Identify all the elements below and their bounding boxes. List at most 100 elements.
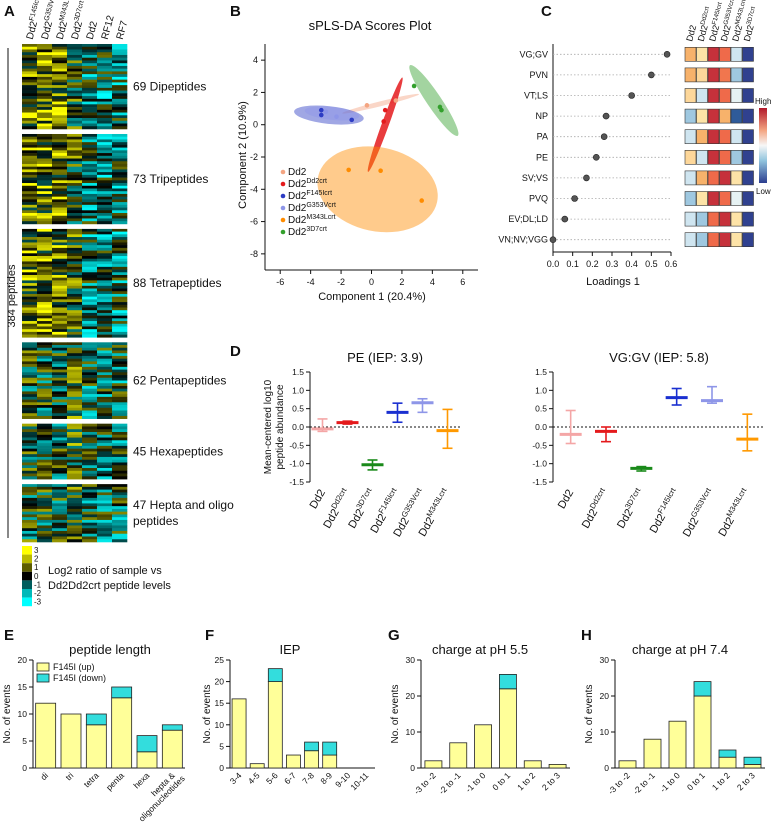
heatmap-cell [112,115,128,119]
heatmap-cell [67,210,83,214]
heatmap-cell [67,310,83,314]
heatmap-cell [97,207,113,211]
heatmap-cell [112,163,128,167]
heatmap-cell [82,350,98,354]
heatmap-cell [22,177,38,181]
heatmap-cell [22,46,38,50]
heatmap-cell [67,228,83,232]
heatmap-cell [37,231,53,235]
heatmap-cell [97,180,113,184]
heat-cell [742,150,754,165]
heatmap-cell [37,456,53,461]
heatmap-cell [22,133,38,138]
heatmap-cell [67,380,83,384]
heatmap-cell [67,191,83,195]
heatmap-cell [82,218,98,222]
heatmap-cell [52,451,68,455]
heatmap-cell [97,266,113,270]
heatmap-cell [22,372,38,376]
heatmap-cell [82,96,98,100]
heatmap-cell [82,388,98,392]
heatmap-cell [67,204,83,208]
heatmap-cell [82,242,98,246]
heatmap-cell [22,237,38,241]
heatmap-cell [82,528,98,532]
heatmap-cell [82,139,98,143]
heatmap-cell [52,454,68,458]
heatmap-cell [67,183,83,187]
heatmap-cell [82,470,98,474]
heatmap-cell [97,470,113,474]
heatmap-cell [112,304,128,308]
heatmap-cell [22,183,38,187]
heatmap-cell [97,413,113,417]
heatmap-cell [82,180,98,184]
heatmap-cell [52,364,68,368]
heatmap-cell [112,440,128,444]
heatmap-cell [52,153,68,157]
y-tick-label: 30 [600,655,610,665]
heatmap-cell [67,199,83,203]
bar-segment [499,674,517,690]
heatmap-cell [112,210,128,214]
heatmap-cell [22,440,38,444]
heatmap-cell [112,177,128,181]
heatmap-cell [52,44,68,48]
panel-label-d: D [230,343,241,360]
heatmap-cell [67,366,83,370]
heatmap-cell [52,155,68,159]
y-tick-label: -4 [250,184,258,194]
legend-entry: Dd2 [288,167,307,178]
loading-point [561,215,569,223]
heatmap-cell [37,355,53,359]
heatmap-cell [67,350,83,354]
heatmap-cell [97,299,113,303]
heatmap-cell [52,372,68,376]
heatmap-cell [52,473,68,477]
heatmap-cell [97,361,113,365]
heatmap-cell [52,210,68,214]
heatmap-cell [82,448,98,452]
heatmap-cell [97,528,113,532]
heatmap-cell [37,264,53,268]
heatmap-cell [97,158,113,162]
heatmap-cell [52,120,68,124]
heatmap-cell [52,358,68,362]
heatmap-cell [97,133,113,138]
heatmap-cell [97,147,113,151]
heatmap-cell [22,52,38,56]
heatmap-cell [22,79,38,83]
heatmap-cell [82,342,98,346]
heatmap-cell [52,202,68,206]
heatmap-cell [22,174,38,178]
bar-segment [286,754,301,769]
bar-segment [523,760,542,769]
heatmap-cell [37,256,53,260]
heatmap-cell [37,443,53,447]
heatmap-cell [22,161,38,165]
heat-cell [730,170,743,186]
bar-segment [618,760,637,769]
bar-segment [499,688,517,769]
heatmap-cell [67,347,83,351]
category-label: Dd2 [308,488,328,511]
bar-segment [424,760,443,769]
panel-label-c: C [541,3,552,20]
heatmap-cell [22,82,38,86]
heatmap-cell [97,486,113,490]
heatmap-cell [22,375,38,379]
heatmap-cell [67,49,83,53]
heatmap-cell [112,310,128,314]
heatmap-cell [97,347,113,351]
heatmap-cell [112,199,128,203]
legend-text-line2: Dd2Dd2crt peptide levels [48,580,171,592]
heatmap-cell [67,133,83,138]
heatmap-cell [112,85,128,89]
heatmap-cell [112,528,128,532]
heat-cell [719,88,731,103]
heatmap-cell [52,323,68,327]
legend-entry: Dd23D7crt [288,226,327,238]
heatmap-cell [52,247,68,251]
heatmap-cell [22,191,38,195]
